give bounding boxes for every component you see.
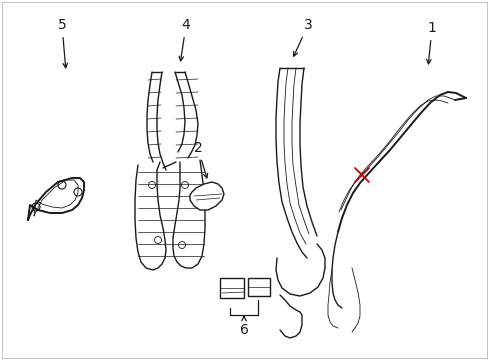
- Text: 3: 3: [293, 18, 312, 56]
- Text: 6: 6: [239, 316, 248, 337]
- Polygon shape: [190, 182, 224, 210]
- Bar: [220, 278, 244, 298]
- Text: 1: 1: [426, 21, 436, 64]
- Text: 2: 2: [193, 141, 207, 178]
- Text: 4: 4: [179, 18, 190, 61]
- Text: 5: 5: [58, 18, 67, 68]
- Bar: [247, 278, 269, 296]
